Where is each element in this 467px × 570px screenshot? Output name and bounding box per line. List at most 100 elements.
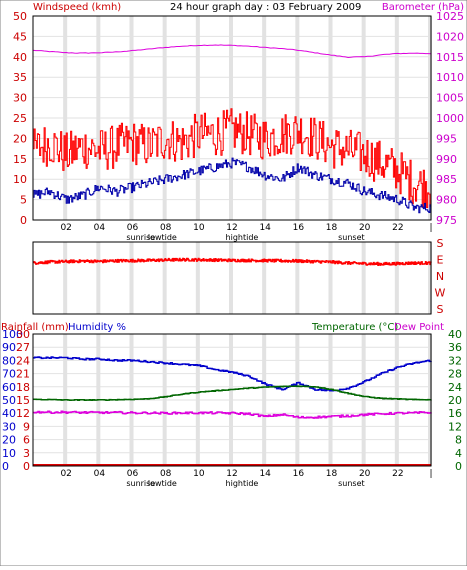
- barometer-tick-label: 1000: [436, 112, 464, 125]
- humidity-tick-label: 80: [2, 354, 16, 367]
- barometer-tick-label: 1005: [436, 92, 464, 105]
- event-annotation-sunrise: sunrise: [126, 233, 155, 242]
- temperature-tick-label: 40: [448, 328, 462, 341]
- wind-tick-label: 20: [13, 132, 27, 145]
- wind-tick-label: 5: [20, 194, 27, 207]
- humidity-tick-label: 70: [2, 368, 16, 381]
- event-annotation-lowtide: lowtide: [148, 233, 177, 242]
- time-tick-label: 10: [193, 469, 205, 479]
- temperature-tick-label: 20: [448, 394, 462, 407]
- direction-chart-grid-x: [262, 242, 267, 314]
- compass-label: S: [437, 303, 444, 316]
- barometer-tick-label: 1020: [436, 30, 464, 43]
- time-tick-label: 18: [326, 469, 338, 479]
- rainfall-tick-label: 12: [16, 407, 30, 420]
- wind-tick-label: 30: [13, 92, 27, 105]
- climate-chart-frame: [32, 333, 432, 467]
- time-tick-label: 14: [259, 223, 271, 233]
- time-tick-label: 20: [359, 223, 371, 233]
- humidity-tick-label: 60: [2, 381, 16, 394]
- time-tick-label: 22: [392, 223, 403, 233]
- time-tick-label: 04: [94, 223, 106, 233]
- time-tick-label: 10: [193, 223, 205, 233]
- direction-chart-grid-x: [229, 242, 233, 314]
- rainfall-axis-title: Rainfall (mm): [1, 322, 69, 333]
- temperature-tick-label: 32: [448, 354, 462, 367]
- wind-gust-line: [33, 108, 432, 209]
- time-tick-label: 02: [60, 469, 71, 479]
- temperature-tick-label: 36: [448, 341, 462, 354]
- rainfall-tick-label: 15: [16, 394, 30, 407]
- barometer-line: [32, 44, 432, 59]
- chart-title: 24 hour graph day : 03 February 2009: [170, 2, 361, 13]
- temperature-tick-label: 0: [455, 460, 462, 473]
- time-tick-label: |: [429, 223, 432, 233]
- temperature-axis-title: Temperature (°C): [311, 322, 398, 333]
- time-tick-label: 20: [359, 469, 371, 479]
- wind-axis-title: Windspeed (kmh): [33, 2, 121, 13]
- barometer-tick-label: 1010: [436, 71, 464, 84]
- time-tick-label: 22: [392, 469, 403, 479]
- compass-label: W: [435, 287, 446, 300]
- wind-tick-label: 15: [13, 153, 27, 166]
- barometer-tick-label: 990: [436, 153, 457, 166]
- event-annotation-sunrise: sunrise: [126, 479, 155, 488]
- wind-chart-frame: [32, 15, 432, 221]
- direction-chart-grid-x: [295, 242, 300, 314]
- direction-chart-grid-x: [394, 242, 399, 314]
- temperature-tick-label: 4: [455, 447, 462, 460]
- dewpoint-axis-title: Dew Point: [394, 322, 444, 333]
- temperature-tick-label: 16: [448, 407, 462, 420]
- time-tick-label: 02: [60, 223, 71, 233]
- direction-chart-grid-x: [63, 242, 68, 314]
- barometer-tick-label: 1025: [436, 10, 464, 23]
- rainfall-tick-label: 24: [16, 354, 30, 367]
- temperature-tick-label: 8: [455, 434, 462, 447]
- rainfall-tick-label: 0: [23, 460, 30, 473]
- barometer-tick-label: 985: [436, 173, 457, 186]
- humidity-tick-label: 50: [2, 394, 16, 407]
- event-annotation-lowtide: lowtide: [148, 479, 177, 488]
- rainfall-tick-label: 21: [16, 368, 30, 381]
- humidity-line: [33, 356, 432, 392]
- temperature-tick-label: 24: [448, 381, 462, 394]
- direction-chart-grid-x: [129, 242, 134, 314]
- compass-label: E: [437, 254, 444, 267]
- wind-tick-label: 35: [13, 71, 27, 84]
- humidity-tick-label: 90: [2, 341, 16, 354]
- time-tick-label: 12: [226, 469, 237, 479]
- direction-chart-grid-x: [96, 242, 101, 314]
- time-tick-label: 08: [160, 469, 172, 479]
- barometer-tick-label: 1015: [436, 51, 464, 64]
- event-annotation-sunset: sunset: [338, 479, 365, 488]
- wind-tick-label: 45: [13, 30, 27, 43]
- direction-chart-frame: [32, 241, 432, 315]
- humidity-tick-label: 10: [2, 447, 16, 460]
- wind-direction-line: [32, 257, 432, 266]
- temperature-line: [33, 385, 432, 402]
- time-tick-label: 06: [127, 223, 139, 233]
- humidity-axis-title: Humidity %: [68, 322, 126, 333]
- event-annotation-hightide: hightide: [226, 479, 259, 488]
- rainfall-tick-label: 9: [23, 420, 30, 433]
- rainfall-tick-label: 30: [16, 328, 30, 341]
- wind-tick-label: 50: [13, 10, 27, 23]
- wind-tick-label: 25: [13, 112, 27, 125]
- time-tick-label: 16: [293, 469, 305, 479]
- time-tick-label: 08: [160, 223, 172, 233]
- direction-chart-grid-x: [361, 242, 366, 314]
- time-tick-label: 14: [259, 469, 271, 479]
- humidity-tick-label: 0: [2, 460, 9, 473]
- compass-label: S: [437, 237, 444, 250]
- humidity-tick-label: 40: [2, 407, 16, 420]
- time-tick-label: 04: [94, 469, 106, 479]
- time-tick-label: 16: [293, 223, 305, 233]
- humidity-tick-label: 30: [2, 420, 16, 433]
- event-annotation-sunset: sunset: [338, 233, 365, 242]
- humidity-tick-label: 20: [2, 434, 16, 447]
- event-annotation-hightide: hightide: [226, 233, 259, 242]
- time-tick-label: 06: [127, 469, 139, 479]
